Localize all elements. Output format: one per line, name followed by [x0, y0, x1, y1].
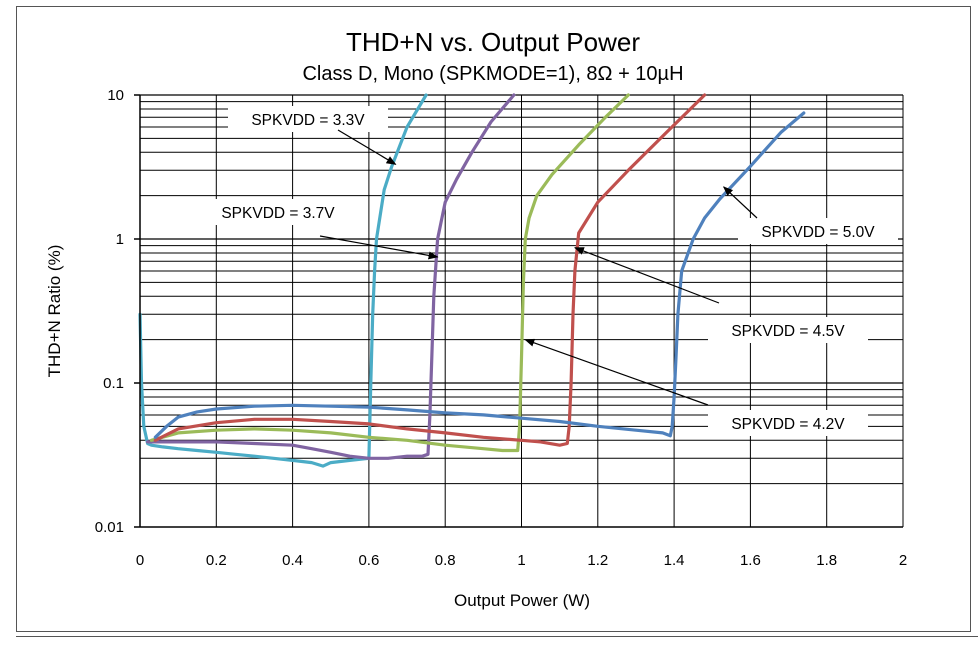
annotations-layer: SPKVDD = 3.3V SPKVDD = 3.7V SPKVDD = 5.0V S… — [198, 106, 898, 436]
tick-labels: 0 0.2 0.4 0.6 0.8 1 1.2 1.4 1.6 1.8 2 0.01 0.1 1 10 — [95, 87, 907, 569]
x-tick-label: 1.8 — [816, 552, 837, 569]
annotation-label-4-2v: SPKVDD = 4.2V — [731, 416, 845, 433]
chart-subtitle: Class D, Mono (SPKMODE=1), 8Ω + 10µH — [302, 63, 683, 85]
annotation-box-5-0v — [738, 218, 898, 244]
y-tick-label: 10 — [107, 87, 124, 104]
bottom-rule — [16, 636, 978, 637]
annotation-arrow-4-2v — [524, 338, 709, 406]
annotation-box-4-5v — [708, 317, 868, 343]
series-line-3-7v — [146, 93, 516, 460]
annotation-box-3-3v — [228, 106, 388, 132]
annotation-label-4-5v: SPKVDD = 4.5V — [731, 323, 845, 340]
chart-frame — [16, 6, 971, 632]
x-tick-label: 0.2 — [206, 552, 227, 569]
annotation-label-3-7v: SPKVDD = 3.7V — [221, 205, 335, 222]
annotation-label-5-0v: SPKVDD = 5.0V — [761, 224, 875, 241]
series-line-4-5v — [153, 93, 707, 447]
y-tick-label: 0.01 — [95, 519, 124, 536]
x-tick-label: 0.4 — [282, 552, 303, 569]
y-axis-label: THD+N Ratio (%) — [45, 245, 64, 378]
annotation-label-3-3v: SPKVDD = 3.3V — [251, 112, 365, 129]
chart-title: THD+N vs. Output Power — [346, 27, 640, 57]
annotation-box-4-2v — [708, 410, 868, 436]
x-tick-label: 1.4 — [664, 552, 685, 569]
annotation-box-3-7v — [198, 199, 358, 225]
x-tick-label: 0 — [136, 552, 144, 569]
x-axis-label: Output Power (W) — [454, 591, 590, 610]
x-tick-label: 0.8 — [435, 552, 456, 569]
annotation-arrow-3-3v — [337, 129, 397, 165]
x-tick-label: 2 — [899, 552, 907, 569]
annotation-arrow-4-5v — [573, 247, 720, 304]
series-line-4-2v — [149, 93, 630, 453]
x-tick-label: 0.6 — [358, 552, 379, 569]
axes — [134, 94, 903, 528]
series-line-5-0v — [153, 111, 806, 439]
y-tick-label: 1 — [116, 231, 124, 248]
x-tick-label: 1.2 — [587, 552, 608, 569]
annotation-arrow-5-0v — [722, 186, 758, 219]
x-tick-label: 1 — [517, 552, 525, 569]
grid-lines — [140, 94, 904, 527]
annotation-arrow-3-7v — [319, 235, 439, 260]
y-tick-label: 0.1 — [103, 375, 124, 392]
series-line-3-3v — [138, 93, 428, 468]
series-layer — [138, 93, 806, 468]
x-tick-label: 1.6 — [740, 552, 761, 569]
